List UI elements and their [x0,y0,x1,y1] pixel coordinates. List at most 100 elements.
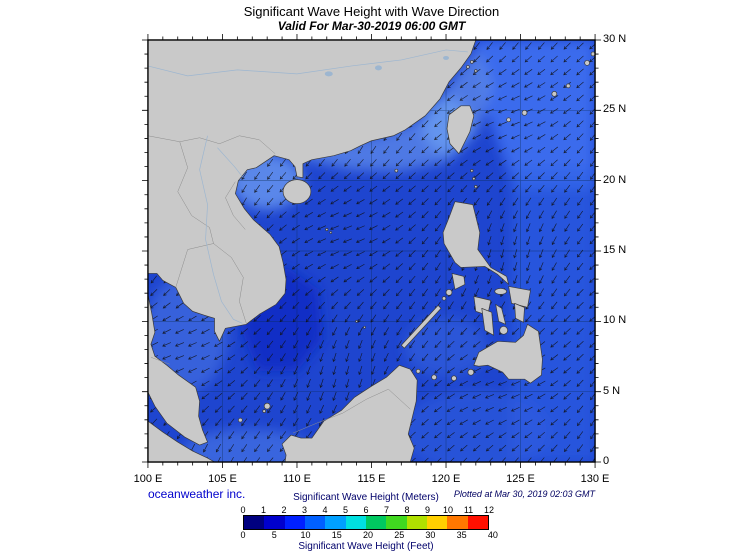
colorbar-segment [386,516,407,529]
colorbar-segment [244,516,265,529]
meters-tick-label: 6 [363,505,369,515]
lat-label: 20 N [603,173,627,186]
wave-height-map [141,33,602,469]
hainan-island [282,179,312,204]
legend-feet-ticks: 0 5 10 15 20 25 30 35 40 [240,530,497,541]
feet-tick-label: 15 [331,530,342,540]
mindoro-island [451,273,466,290]
malay-peninsula [147,294,208,446]
meters-tick-label: 8 [404,505,410,515]
colorbar-segment [426,516,448,529]
ryukyu-island [551,91,558,97]
lon-label: 100 E [133,473,163,485]
taiwan-island [446,105,475,155]
ryukyu-island [506,117,511,123]
batanes-island [470,169,474,173]
meters-tick-label: 7 [383,505,390,515]
plotted-timestamp: Plotted at Mar 30, 2019 02:03 GMT [453,489,595,499]
meters-tick-label: 0 [240,505,246,515]
natuna-island [262,409,267,413]
spratly-island [355,319,358,323]
masbate-island [494,288,507,295]
land-layer [147,39,596,463]
legend-title-feet: Significant Wave Height (Feet) [298,541,434,552]
feet-tick-label: 20 [362,530,373,540]
lon-label: 115 E [357,473,386,485]
meters-tick-label: 5 [342,505,349,515]
colorbar-segment [345,516,366,529]
batanes-island [472,177,476,181]
sulu-island [415,368,421,374]
lat-label: 5 N [603,384,621,397]
feet-tick-label: 35 [456,530,467,540]
sulu-island [431,374,437,381]
meters-tick-label: 9 [424,505,431,515]
sumatra [147,420,215,463]
bohol-island [499,325,508,335]
cebu-island [495,304,506,325]
spratly-island [363,325,366,329]
feet-tick-label: 0 [240,530,246,540]
meters-tick-label: 3 [301,505,308,515]
lon-label: 110 E [283,473,311,485]
meters-tick-label: 12 [483,505,495,515]
lakes [324,55,450,77]
lat-label: 30 N [603,33,627,45]
meters-tick-label: 11 [463,505,474,515]
borneo [281,364,418,463]
legend-meters-ticks: 0 1 2 3 4 5 6 7 8 9 10 11 12 [240,504,494,515]
meters-tick-label: 2 [281,505,287,515]
country-borders [147,135,411,434]
credit-text: oceanweather inc. [148,487,246,501]
ryukyu-island [565,83,571,89]
palawan-island [400,305,442,349]
feet-tick-label: 40 [487,530,498,540]
luzon-island [442,201,509,285]
paracel-island [325,228,329,232]
pratas-island [394,168,399,173]
sulu-island [451,375,457,382]
zhoushan-island [470,60,474,64]
sulu-island [467,368,475,376]
lat-label: 25 N [603,103,627,116]
batanes-island [474,184,478,189]
meters-tick-label: 4 [322,505,328,515]
colorbar-segment [264,516,285,529]
colorbar-segment [284,516,305,529]
colorbar-segment [325,516,346,529]
paracel-island [329,231,333,234]
colorbar-segment [304,516,326,529]
anambas-island [238,417,243,423]
lon-label: 130 E [580,473,610,485]
busuanga-island [445,289,453,296]
small-island [441,296,447,301]
feet-tick-label: 25 [394,530,405,540]
china-mainland [147,39,477,342]
zhoushan-island [474,69,478,73]
page-title: Significant Wave Height with Wave Direct… [243,4,500,19]
meters-tick-label: 1 [260,505,267,515]
feet-tick-label: 5 [271,530,277,540]
feet-tick-label: 30 [425,530,436,540]
lon-label: 120 E [431,473,461,485]
ryukyu-island [584,60,590,66]
ryukyu-island [590,51,596,57]
colorbar-segment [365,516,387,529]
lon-label: 125 E [506,473,535,485]
valid-time-subtitle: Valid For Mar-30-2019 06:00 GMT [277,19,466,33]
lat-label: 15 N [603,243,627,256]
lon-label: 105 E [208,473,237,485]
tick-marks [141,33,602,469]
leyte-island [514,303,525,323]
feet-tick-label: 10 [300,530,311,540]
zhoushan-island [466,65,470,69]
lat-label: 10 N [603,314,627,327]
mindanao-island [473,323,543,384]
ryukyu-island [521,109,528,116]
rivers [147,49,468,324]
negros-island [481,308,495,336]
colorbar-segment [406,516,427,529]
colorbar-segment [467,516,488,529]
